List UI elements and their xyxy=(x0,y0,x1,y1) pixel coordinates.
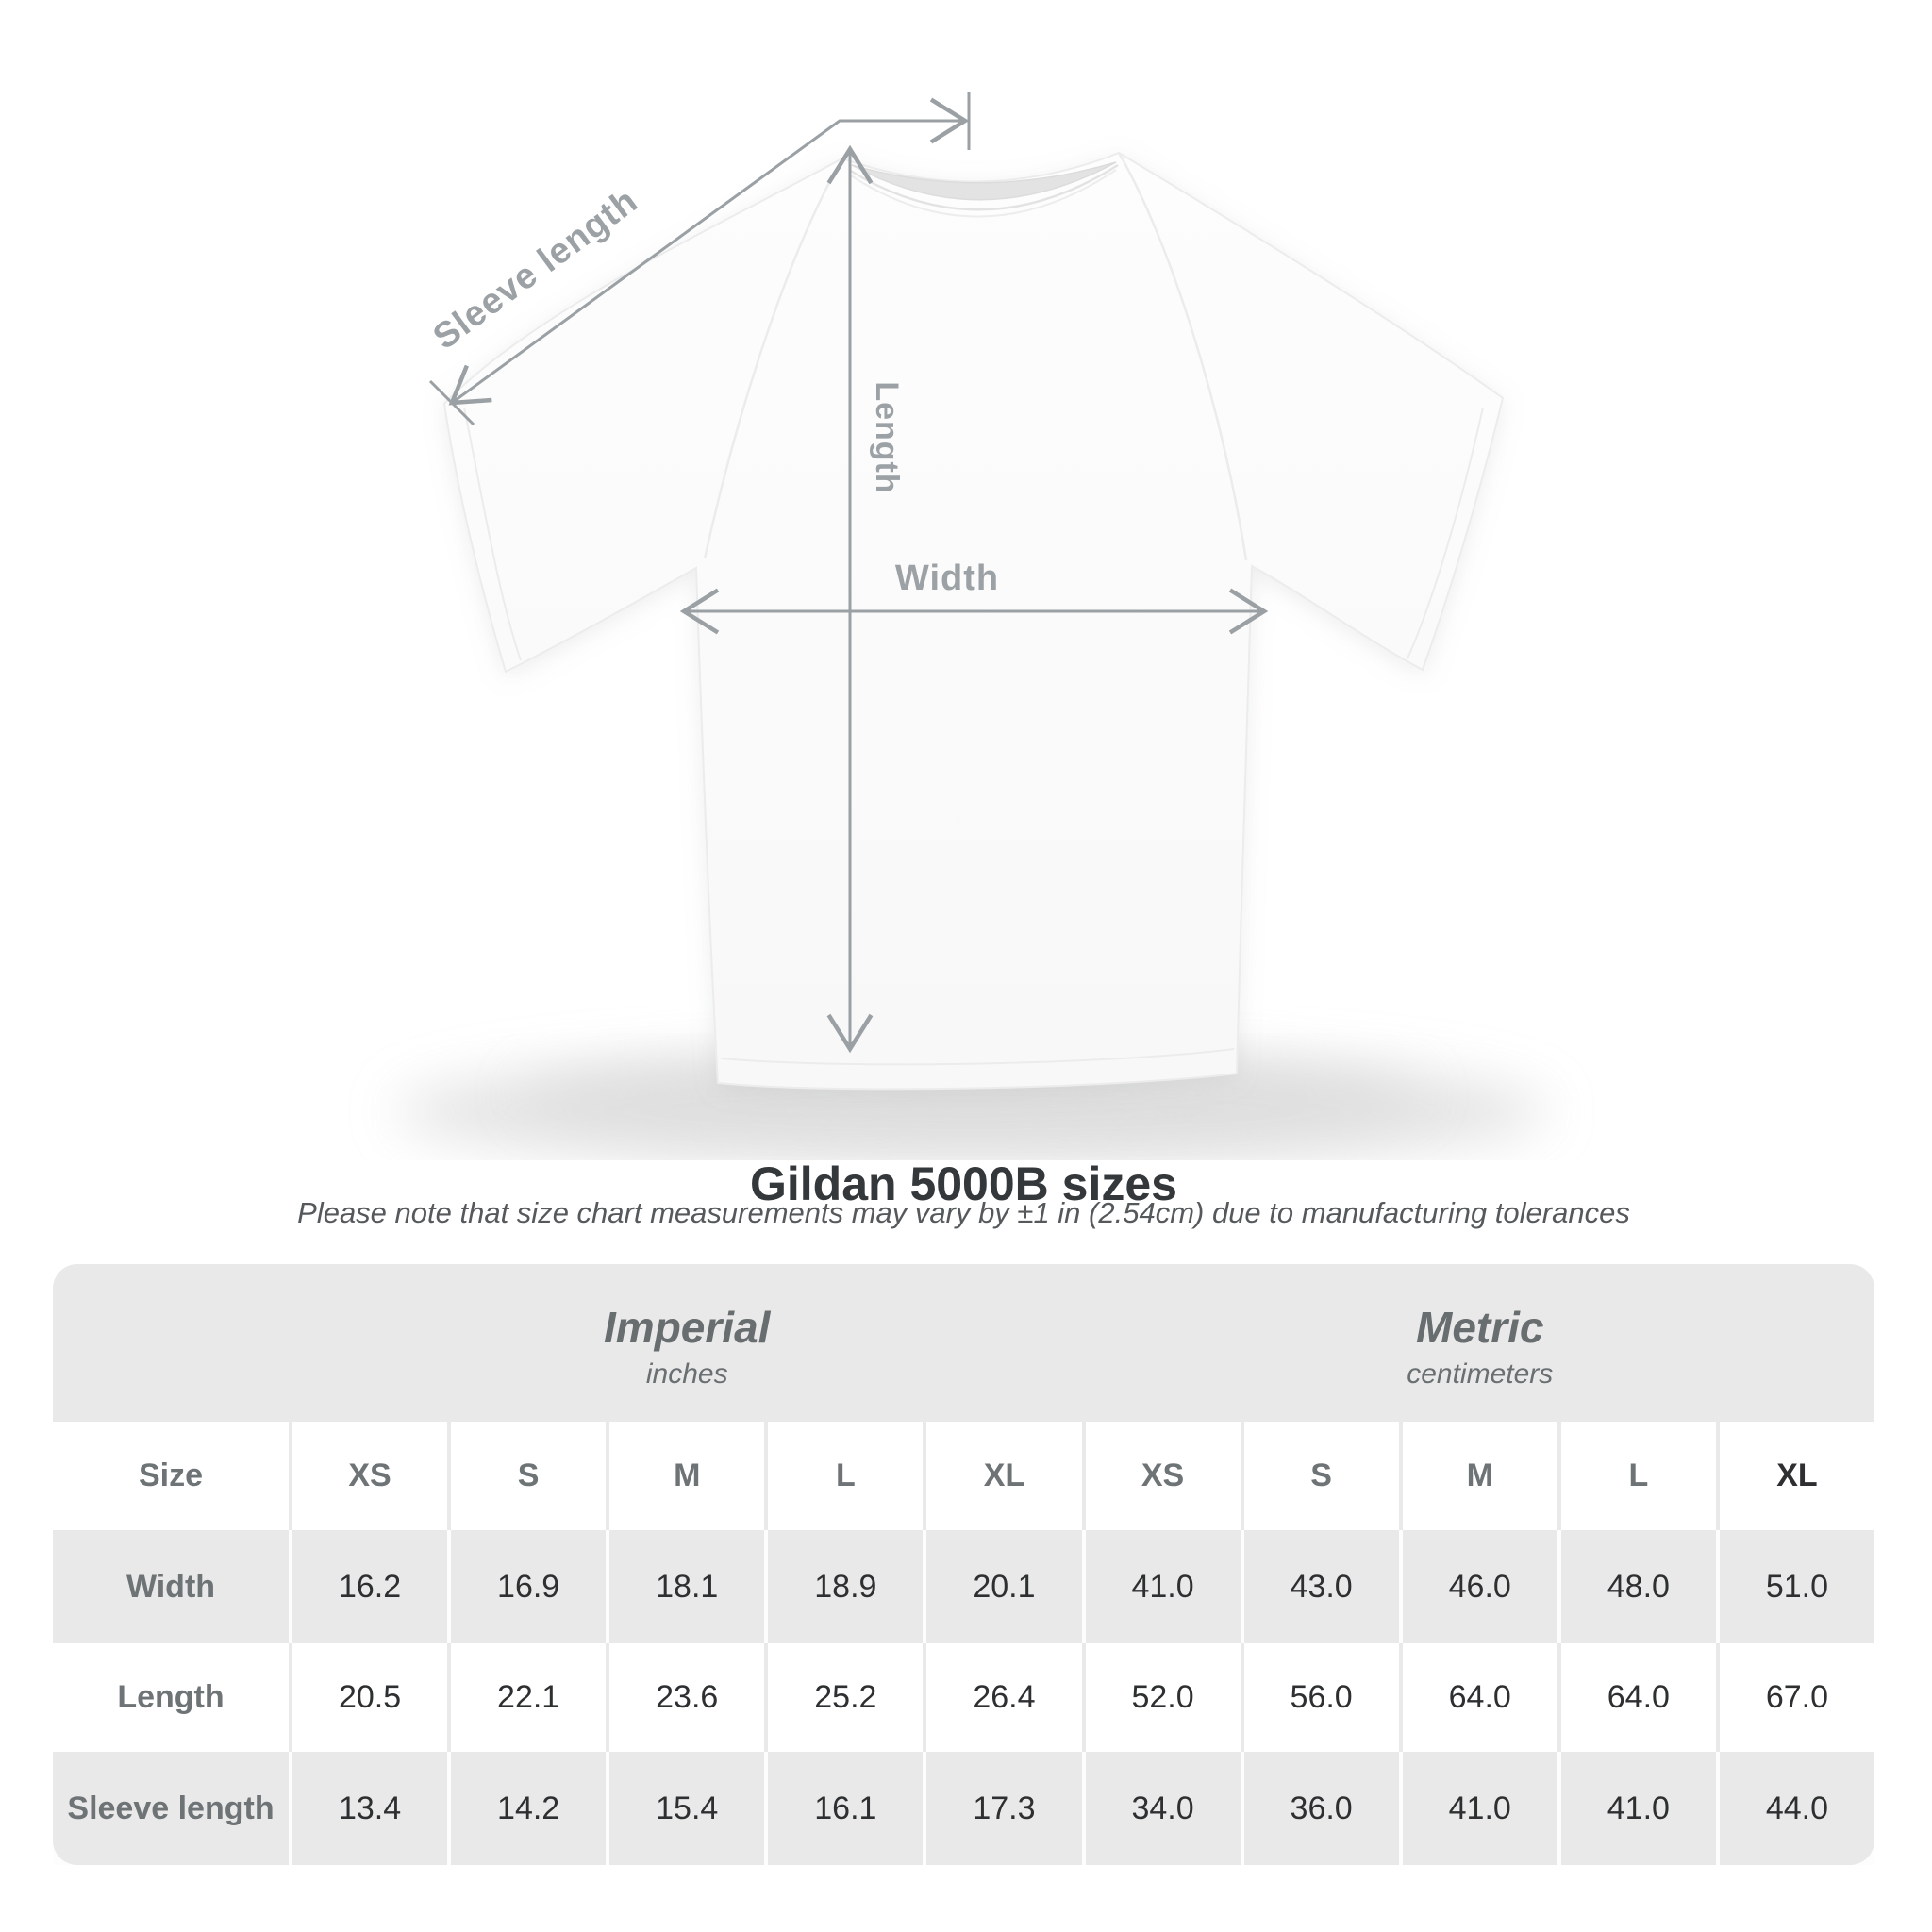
value-cell: 25.2 xyxy=(768,1643,924,1752)
size-table: Imperial inches Metric centimeters Size … xyxy=(53,1264,1874,1865)
sleeve-end-tick xyxy=(428,379,475,426)
value-cell: 16.9 xyxy=(451,1530,607,1643)
size-col-header: XS xyxy=(1085,1422,1241,1530)
size-col-header: XL xyxy=(926,1422,1082,1530)
metric-unit: centimeters xyxy=(1407,1357,1554,1390)
value-cell: 43.0 xyxy=(1243,1530,1399,1643)
value-cell: 18.9 xyxy=(768,1530,924,1643)
size-col-header: L xyxy=(768,1422,924,1530)
size-col-header: M xyxy=(609,1422,765,1530)
value-cell: 34.0 xyxy=(1085,1752,1241,1865)
size-col-header: XL xyxy=(1719,1422,1874,1530)
value-cell: 23.6 xyxy=(609,1643,765,1752)
tshirt-diagram: Sleeve length Length Width xyxy=(396,92,1547,1160)
page-title: Gildan 5000B sizes xyxy=(749,1158,1177,1210)
table-row-sleeve-length: Sleeve length 13.4 14.2 15.4 16.1 17.3 3… xyxy=(53,1752,1874,1865)
value-cell: 44.0 xyxy=(1719,1752,1874,1865)
imperial-unit: inches xyxy=(645,1357,728,1390)
dimension-lines xyxy=(428,92,1269,1054)
value-cell: 15.4 xyxy=(609,1752,765,1865)
length-label: Length xyxy=(869,381,905,493)
value-cell: 20.1 xyxy=(926,1530,1082,1643)
value-cell: 48.0 xyxy=(1560,1530,1716,1643)
value-cell: 36.0 xyxy=(1243,1752,1399,1865)
size-col-header: S xyxy=(1243,1422,1399,1530)
row-label: Width xyxy=(53,1530,289,1643)
value-cell: 13.4 xyxy=(292,1752,448,1865)
size-col-header: M xyxy=(1402,1422,1557,1530)
value-cell: 41.0 xyxy=(1085,1530,1241,1643)
metric-header: Metric centimeters xyxy=(1086,1264,1875,1422)
size-col-header: L xyxy=(1560,1422,1716,1530)
size-col-header: S xyxy=(451,1422,607,1530)
size-col-header: XS xyxy=(292,1422,448,1530)
unit-header-band: Imperial inches Metric centimeters xyxy=(53,1264,1874,1422)
sleeve-length-arrow xyxy=(448,97,970,406)
value-cell: 22.1 xyxy=(451,1643,607,1752)
value-cell: 18.1 xyxy=(609,1530,765,1643)
table-row-width: Width 16.2 16.9 18.1 18.9 20.1 41.0 43.0… xyxy=(53,1530,1874,1643)
size-row-label: Size xyxy=(53,1422,289,1530)
value-cell: 17.3 xyxy=(926,1752,1082,1865)
value-cell: 51.0 xyxy=(1719,1530,1874,1643)
size-header-row: Size XS S M L XL XS S M L XL xyxy=(53,1422,1874,1530)
width-label: Width xyxy=(895,558,999,598)
table-row-length: Length 20.5 22.1 23.6 25.2 26.4 52.0 56.… xyxy=(53,1643,1874,1752)
value-cell: 64.0 xyxy=(1402,1643,1557,1752)
imperial-header: Imperial inches xyxy=(292,1264,1082,1422)
value-cell: 26.4 xyxy=(926,1643,1082,1752)
value-cell: 67.0 xyxy=(1719,1643,1874,1752)
metric-name: Metric xyxy=(1416,1302,1544,1352)
value-cell: 64.0 xyxy=(1560,1643,1716,1752)
value-cell: 46.0 xyxy=(1402,1530,1557,1643)
row-label: Sleeve length xyxy=(53,1752,289,1865)
page-subtitle: Please note that size chart measurements… xyxy=(297,1196,1630,1229)
value-cell: 41.0 xyxy=(1402,1752,1557,1865)
value-cell: 20.5 xyxy=(292,1643,448,1752)
value-cell: 56.0 xyxy=(1243,1643,1399,1752)
value-cell: 14.2 xyxy=(451,1752,607,1865)
value-cell: 41.0 xyxy=(1560,1752,1716,1865)
value-cell: 16.1 xyxy=(768,1752,924,1865)
value-cell: 52.0 xyxy=(1085,1643,1241,1752)
value-cell: 16.2 xyxy=(292,1530,448,1643)
row-label: Length xyxy=(53,1643,289,1752)
imperial-name: Imperial xyxy=(604,1302,771,1352)
